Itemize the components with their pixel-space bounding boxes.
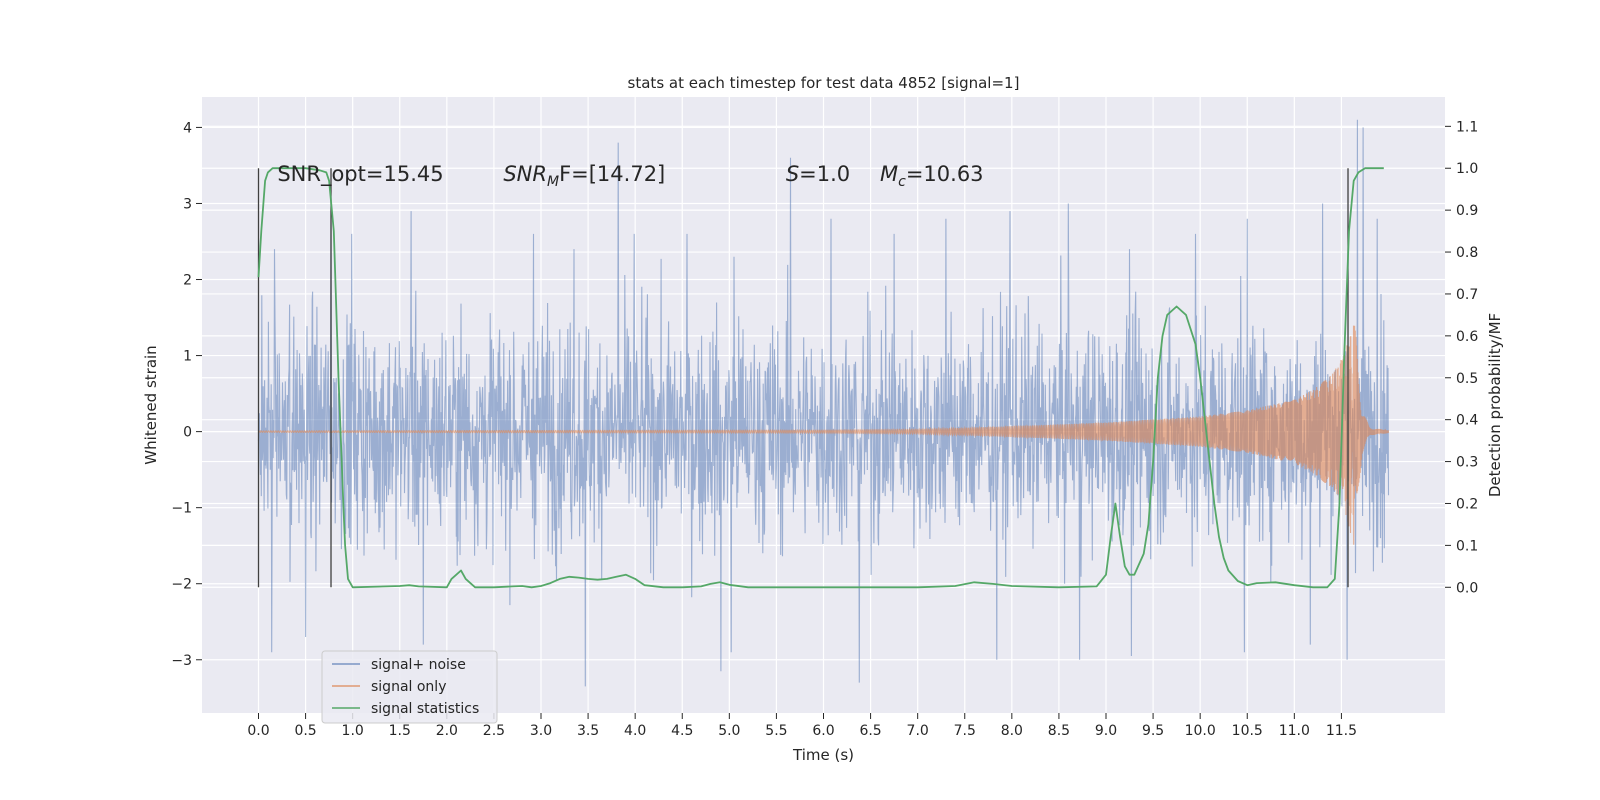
y-tick-label: 1 bbox=[183, 349, 192, 365]
x-tick-label: 6.5 bbox=[859, 723, 881, 739]
x-axis-label: Time (s) bbox=[792, 746, 854, 764]
y2-tick-label: 0.8 bbox=[1456, 245, 1478, 261]
annotation-s: S=1.0 bbox=[786, 162, 850, 186]
y2-axis-ticks: 0.0 0.1 0.2 0.3 0.4 0.5 0.6 0.7 0.8 0.9 1.0 1.1 bbox=[1445, 119, 1478, 596]
signal-statistics-line bbox=[257, 167, 1384, 589]
x-tick-label: 8.5 bbox=[1048, 723, 1070, 739]
x-tick-label: 1.5 bbox=[389, 723, 411, 739]
x-tick-label: 3.5 bbox=[577, 723, 599, 739]
series-signal-statistics bbox=[257, 167, 1384, 589]
legend-label-signal-only: signal only bbox=[371, 679, 446, 695]
x-axis-ticks: 0.0 0.5 1.0 1.5 2.0 2.5 3.0 3.5 4.0 4.5 5.0 5.5 6.0 6… bbox=[247, 713, 1357, 739]
y2-tick-label: 0.2 bbox=[1456, 496, 1478, 512]
y-tick-label: 4 bbox=[183, 120, 192, 136]
x-tick-label: 11.0 bbox=[1279, 723, 1310, 739]
series-signal-plus-noise bbox=[257, 119, 1390, 687]
x-tick-label: 10.5 bbox=[1232, 723, 1263, 739]
y-axis-label: Whitened strain bbox=[142, 345, 160, 464]
series-signal-only bbox=[258, 325, 1390, 545]
x-tick-label: 8.0 bbox=[1001, 723, 1023, 739]
y2-axis-label: Detection probability/MF bbox=[1486, 313, 1504, 497]
legend-label-signal-plus-noise: signal+ noise bbox=[371, 657, 466, 673]
y2-tick-label: 0.9 bbox=[1456, 203, 1478, 219]
legend-box bbox=[321, 650, 498, 724]
annotation-mc-subscript: c bbox=[898, 174, 906, 190]
annotation-snr-mf-value: F=[14.72] bbox=[559, 162, 665, 186]
annotation-mc: Mc=10.63 bbox=[880, 162, 984, 190]
x-tick-label: 9.0 bbox=[1095, 723, 1117, 739]
y-axis-ticks: −3 −2 −1 0 1 2 3 4 bbox=[171, 120, 202, 669]
x-tick-label: 2.5 bbox=[483, 723, 505, 739]
signal-only-line bbox=[258, 325, 1390, 545]
y-tick-label: −3 bbox=[171, 653, 192, 669]
y-tick-label: 3 bbox=[183, 196, 192, 212]
x-tick-label: 1.0 bbox=[342, 723, 364, 739]
y2-tick-label: 0.6 bbox=[1456, 329, 1478, 345]
signal-plus-noise-line bbox=[257, 119, 1390, 687]
y2-tick-label: 0.1 bbox=[1456, 538, 1478, 554]
x-tick-label: 0.5 bbox=[294, 723, 316, 739]
x-tick-label: 11.5 bbox=[1326, 723, 1357, 739]
x-tick-label: 7.5 bbox=[954, 723, 976, 739]
x-tick-label: 3.0 bbox=[530, 723, 552, 739]
x-tick-label: 7.0 bbox=[907, 723, 929, 739]
y2-tick-label: 0.4 bbox=[1456, 413, 1478, 429]
y-tick-label: 0 bbox=[183, 425, 192, 441]
annotation-mc-symbol: M bbox=[880, 162, 898, 186]
y2-tick-label: 0.5 bbox=[1456, 371, 1478, 387]
y-tick-label: 2 bbox=[183, 273, 192, 289]
x-tick-label: 0.0 bbox=[247, 723, 269, 739]
y2-tick-label: 1.0 bbox=[1456, 161, 1478, 177]
annotation-snr-opt: SNR_opt=15.45 bbox=[277, 162, 443, 187]
x-tick-label: 4.0 bbox=[624, 723, 646, 739]
annotation-mc-value: =10.63 bbox=[906, 162, 984, 186]
x-tick-label: 6.0 bbox=[812, 723, 834, 739]
y2-tick-label: 1.1 bbox=[1456, 119, 1478, 135]
annotation-s-value: =1.0 bbox=[799, 162, 850, 186]
y-tick-label: −2 bbox=[171, 577, 192, 593]
x-tick-label: 10.0 bbox=[1185, 723, 1216, 739]
annotation-snr-mf-symbol: SNR bbox=[503, 162, 547, 186]
x-tick-label: 5.0 bbox=[718, 723, 740, 739]
annotations: SNR_opt=15.45 SNRMF=[14.72] S=1.0 Mc=10.63 bbox=[277, 162, 983, 190]
y-tick-label: −1 bbox=[171, 501, 192, 517]
x-tick-label: 5.5 bbox=[765, 723, 787, 739]
legend: signal+ noise signal only signal statist… bbox=[321, 650, 498, 724]
x-tick-label: 2.0 bbox=[436, 723, 458, 739]
y2-tick-label: 0.7 bbox=[1456, 287, 1478, 303]
legend-label-signal-statistics: signal statistics bbox=[371, 701, 479, 717]
annotation-s-symbol: S bbox=[786, 162, 799, 186]
y2-tick-label: 0.3 bbox=[1456, 455, 1478, 471]
x-tick-label: 9.5 bbox=[1142, 723, 1164, 739]
y2-tick-label: 0.0 bbox=[1456, 580, 1478, 596]
x-tick-label: 4.5 bbox=[671, 723, 693, 739]
annotation-snr-mf-subscript: M bbox=[547, 174, 559, 190]
chart-title: stats at each timestep for test data 485… bbox=[628, 74, 1020, 92]
annotation-snr-mf: SNRMF=[14.72] bbox=[503, 162, 665, 190]
